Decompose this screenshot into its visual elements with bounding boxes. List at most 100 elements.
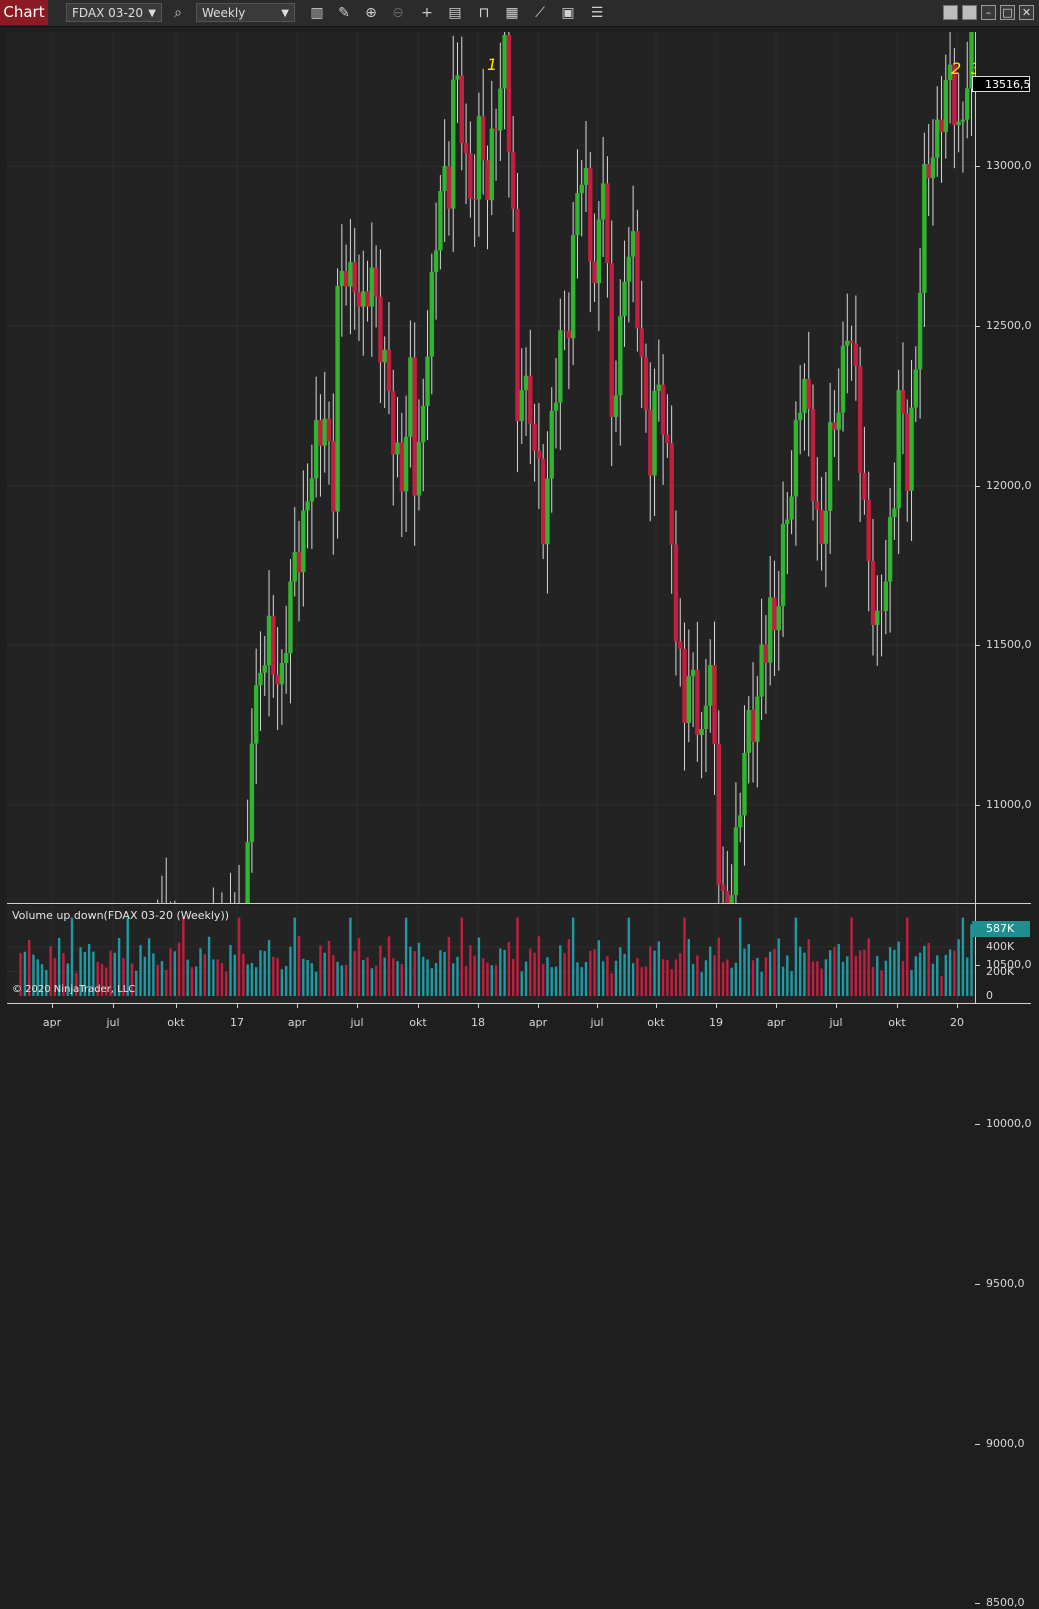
volume-bar	[165, 969, 168, 996]
candle	[301, 470, 306, 607]
price-chart[interactable]: 1 23	[7, 32, 975, 903]
candle	[939, 75, 944, 183]
volume-bar	[96, 961, 99, 996]
candle	[665, 394, 670, 458]
list-icon[interactable]: ☰	[590, 5, 604, 21]
search-icon[interactable]: ⌕	[174, 5, 182, 21]
candle	[746, 696, 751, 784]
candle-body	[708, 665, 713, 706]
candle	[785, 491, 790, 575]
candle	[965, 41, 970, 139]
volume-bar	[709, 946, 712, 996]
volume-bar	[661, 959, 665, 996]
last-price-value: 13516,5	[985, 78, 1031, 91]
volume-bar	[199, 948, 202, 996]
candle-body	[433, 250, 439, 273]
time-tick	[113, 1003, 114, 1008]
price-tick-label: 13000,0	[986, 159, 1032, 173]
zoom-in-icon[interactable]: ⊕	[365, 5, 377, 21]
candle-body	[892, 508, 897, 518]
time-tick	[538, 1003, 539, 1008]
candle-body	[326, 418, 332, 442]
candle-body	[605, 183, 610, 264]
close-button[interactable]: ✕	[1019, 5, 1034, 20]
volume-bar	[195, 966, 198, 996]
tile2-button[interactable]	[962, 5, 977, 20]
candle	[519, 348, 524, 444]
candle-body	[386, 349, 392, 392]
instrument-selector[interactable]: FDAX 03-20 ▼	[66, 3, 162, 22]
candle	[883, 539, 889, 635]
candle-body	[622, 281, 627, 317]
indicators-icon[interactable]: ▦	[505, 5, 519, 21]
volume-bar	[353, 951, 356, 996]
time-tick-label: okt	[888, 1016, 906, 1029]
candle	[395, 397, 400, 478]
volume-bar	[379, 945, 382, 996]
candle	[596, 200, 602, 331]
data-box-icon[interactable]: ▤	[448, 5, 462, 21]
time-axis[interactable]	[7, 1003, 1031, 1033]
candle	[528, 329, 533, 465]
candle	[643, 343, 649, 433]
candle-body	[793, 420, 799, 497]
volume-bar	[957, 939, 960, 996]
volume-bar	[284, 966, 288, 996]
candle-body	[883, 581, 889, 611]
candle-body	[399, 442, 405, 492]
volume-bar	[83, 951, 87, 996]
candle-body	[279, 663, 285, 685]
price-panel[interactable]: 1 23	[7, 32, 975, 903]
drawing-tools-icon[interactable]: ⟋	[535, 5, 545, 21]
minimize-button[interactable]: –	[981, 5, 996, 20]
candle	[767, 556, 773, 686]
price-tick	[975, 804, 980, 806]
volume-bar	[207, 936, 211, 996]
panel-divider[interactable]	[7, 903, 1031, 904]
volume-bar	[456, 956, 459, 996]
pencil-icon[interactable]: ✎	[338, 5, 350, 21]
candle-body	[729, 895, 734, 903]
volume-bar	[653, 950, 656, 996]
time-tick-label: okt	[409, 1016, 427, 1029]
volume-bar	[310, 963, 314, 996]
volume-bar	[417, 942, 421, 996]
zoom-out-icon[interactable]: ⊖	[392, 5, 404, 21]
candle	[288, 558, 293, 704]
candle-body	[373, 267, 379, 297]
volume-bar	[863, 949, 866, 996]
volume-bar	[867, 938, 870, 996]
candle	[922, 132, 927, 327]
candle-body	[570, 235, 576, 339]
interval-selector[interactable]: Weekly ▼	[196, 3, 295, 22]
strategy-icon[interactable]: ⊓	[478, 5, 490, 21]
last-volume-value: 587K	[986, 922, 1015, 935]
volume-bar	[507, 941, 511, 996]
candle-body	[965, 88, 970, 120]
candle	[772, 560, 777, 677]
maximize-button[interactable]: □	[1000, 5, 1015, 20]
volume-bar	[820, 968, 823, 996]
crosshair-icon[interactable]: +	[421, 5, 433, 21]
volume-bar	[122, 958, 125, 996]
candle-body	[939, 119, 944, 132]
volume-panel[interactable]: Volume up down(FDAX 03-20 (Weekly)) © 20…	[7, 905, 975, 1003]
candle	[609, 220, 614, 467]
candle	[780, 481, 786, 638]
tile-button[interactable]	[943, 5, 958, 20]
price-axis[interactable]	[975, 32, 1032, 1003]
properties-icon[interactable]: ▣	[561, 5, 575, 21]
candle-body	[686, 676, 691, 723]
candle	[455, 42, 460, 123]
candle	[391, 369, 396, 506]
volume-bar	[893, 949, 896, 996]
volume-chart[interactable]	[7, 905, 975, 1003]
candle-body	[562, 330, 567, 332]
bars-icon[interactable]: ▥	[310, 5, 324, 21]
candle	[318, 394, 323, 497]
chart-tab[interactable]: Chart	[0, 0, 48, 25]
volume-bar	[511, 958, 515, 996]
candle-body	[391, 391, 396, 455]
candle-body	[378, 296, 383, 363]
volume-bar	[606, 956, 609, 996]
